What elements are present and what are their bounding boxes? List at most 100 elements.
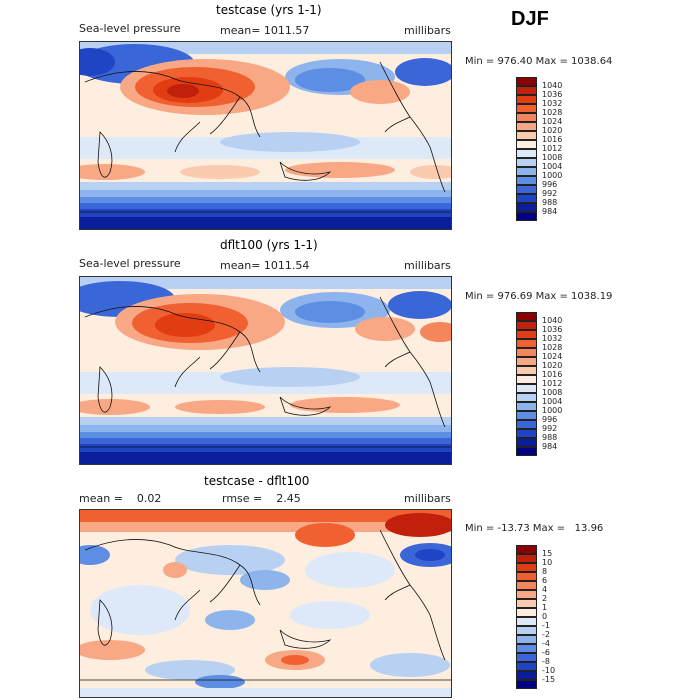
colorbar-label: 988 [542,198,558,207]
colorbar-label: -10 [542,666,556,675]
colorbar-label: 992 [542,424,558,433]
colorbar-swatch [516,572,537,581]
colorbar-label: 1020 [542,361,563,370]
colorbar-swatch [516,167,537,176]
colorbar-swatch [516,411,537,420]
colorbar-label: 0 [542,612,548,621]
panel-middle-mean: mean= 1011.54 [220,259,310,272]
colorbar-swatch [516,149,537,158]
map-difference-field [80,510,451,697]
colorbar-swatch [516,122,537,131]
colorbar-label: 992 [542,189,558,198]
colorbar-swatch [516,608,537,617]
colorbar-swatch [516,212,537,221]
season-label: DJF [511,8,549,30]
colorbar-label: -15 [542,675,556,684]
colorbar-label: 10 [542,558,553,567]
colorbar-swatch [516,321,537,330]
colorbar-label: 1028 [542,108,563,117]
colorbar-swatch [516,420,537,429]
colorbar-swatch [516,312,537,321]
panel-middle-title: dflt100 (yrs 1-1) [220,238,318,252]
colorbar-label: 1024 [542,352,563,361]
panel-top-minmax: Min = 976.40 Max = 1038.64 [465,56,613,67]
colorbar-swatch [516,554,537,563]
colorbar-swatch [516,662,537,671]
colorbar-swatch [516,194,537,203]
colorbar-bottom: 15 10 8 6 4 2 1 0 -1 -2 -4 -6 -8 -10 -15 [516,545,576,695]
map-difference-slp [79,509,452,698]
colorbar-label: 1008 [542,153,563,162]
colorbar-label: 6 [542,576,548,585]
colorbar-swatch [516,357,537,366]
panel-bottom-minmax: Min = -13.73 Max = 13.96 [465,523,604,534]
colorbar-swatch [516,77,537,86]
colorbar-label: 1032 [542,99,563,108]
colorbar-swatch [516,140,537,149]
colorbar-swatch [516,185,537,194]
colorbar-label: 8 [542,567,548,576]
colorbar-label: 988 [542,433,558,442]
panel-bottom-mean: mean = 0.02 [79,492,162,505]
colorbar-label: 1 [542,603,548,612]
colorbar-label: 1012 [542,144,563,153]
colorbar-swatch [516,95,537,104]
colorbar-swatch [516,384,537,393]
colorbar-label: 1028 [542,343,563,352]
panel-top-mean: mean= 1011.57 [220,24,310,37]
colorbar-top: 1040 1036 1032 1028 1024 1020 1016 1012 … [516,77,576,227]
panel-middle-units: millibars [404,259,451,272]
colorbar-label: 1008 [542,388,563,397]
panel-bottom-title: testcase - dflt100 [204,474,310,488]
panel-top-units: millibars [404,24,451,37]
colorbar-swatch [516,635,537,644]
colorbar-swatch [516,348,537,357]
colorbar-label: 1000 [542,171,563,180]
colorbar-swatch [516,330,537,339]
panel-middle-left-label: Sea-level pressure [79,257,181,270]
colorbar-label: -1 [542,621,550,630]
colorbar-swatch [516,131,537,140]
colorbar-swatch [516,626,537,635]
colorbar-label: 1016 [542,370,563,379]
colorbar-label: -6 [542,648,550,657]
colorbar-label: 1020 [542,126,563,135]
colorbar-swatch [516,644,537,653]
colorbar-swatch [516,590,537,599]
map-dflt100-field [80,277,451,464]
colorbar-swatch [516,203,537,212]
panel-middle-minmax: Min = 976.69 Max = 1038.19 [465,291,613,302]
colorbar-middle: 1040 1036 1032 1028 1024 1020 1016 1012 … [516,312,576,462]
colorbar-swatch [516,339,537,348]
colorbar-label: 1032 [542,334,563,343]
colorbar-label: 1036 [542,325,563,334]
colorbar-swatch [516,563,537,572]
panel-top-left-label: Sea-level pressure [79,22,181,35]
colorbar-label: -8 [542,657,550,666]
colorbar-label: 15 [542,549,553,558]
colorbar-label: 1012 [542,379,563,388]
colorbar-label: 1016 [542,135,563,144]
colorbar-label: 4 [542,585,548,594]
colorbar-label: 2 [542,594,548,603]
colorbar-swatch [516,86,537,95]
colorbar-swatch [516,366,537,375]
colorbar-label: 984 [542,442,558,451]
colorbar-swatch [516,176,537,185]
colorbar-swatch [516,680,537,689]
map-testcase-field [80,42,451,229]
colorbar-label: -2 [542,630,550,639]
map-testcase-slp [79,41,452,230]
colorbar-label: 1000 [542,406,563,415]
colorbar-swatch [516,545,537,554]
colorbar-label: 984 [542,207,558,216]
colorbar-swatch [516,617,537,626]
panel-bottom-rmse: rmse = 2.45 [222,492,301,505]
colorbar-swatch [516,113,537,122]
colorbar-swatch [516,653,537,662]
colorbar-label: 996 [542,180,558,189]
colorbar-label: 1004 [542,397,563,406]
colorbar-swatch [516,402,537,411]
colorbar-label: 1040 [542,316,563,325]
colorbar-label: 996 [542,415,558,424]
